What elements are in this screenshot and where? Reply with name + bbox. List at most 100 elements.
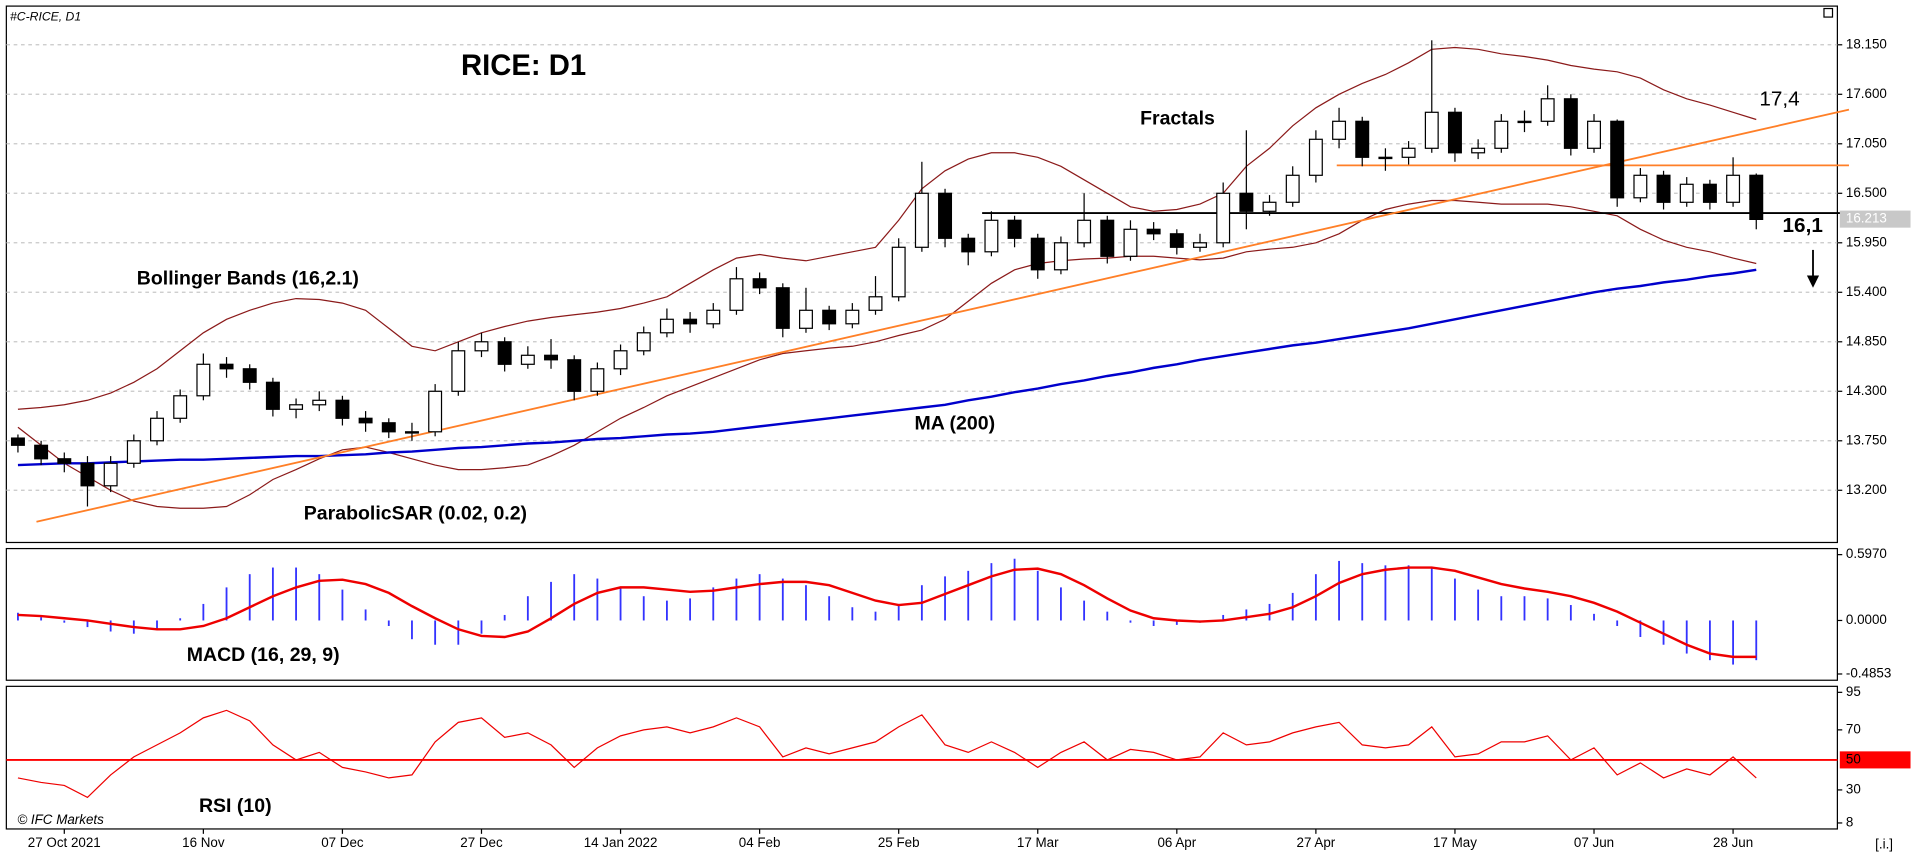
candle-body: [289, 404, 304, 410]
copyright: © IFC Markets: [17, 812, 104, 827]
y-tick-label: -0.4853: [1846, 666, 1891, 681]
candle-body: [1447, 111, 1462, 154]
y-tick-label: 16.500: [1846, 185, 1887, 200]
candle-body: [938, 192, 953, 239]
rsi-level-box: [1839, 751, 1911, 769]
candle-body: [312, 399, 327, 406]
panel-button[interactable]: [1823, 7, 1834, 18]
y-tick-label: 17.600: [1846, 86, 1887, 101]
candle-body: [1471, 147, 1486, 154]
candle-body: [173, 395, 188, 419]
y-tick-label: 8: [1846, 815, 1853, 830]
y-tick-label: 95: [1846, 684, 1861, 699]
candle-body: [103, 462, 118, 487]
candle-body: [914, 192, 929, 248]
x-tick-label: 07 Jun: [1574, 835, 1614, 850]
y-tick-label: 0.5970: [1846, 546, 1887, 561]
candle-body: [1749, 174, 1764, 220]
menu-button[interactable]: [.i.]: [1875, 836, 1893, 851]
candle-body: [1077, 219, 1092, 244]
rsi-line: [17, 709, 1757, 799]
candle-body: [1123, 228, 1138, 257]
down-arrow-head: [1806, 275, 1820, 288]
candle-body: [34, 444, 49, 460]
candle-body: [1146, 228, 1161, 235]
x-tick-label: 17 Mar: [1017, 835, 1059, 850]
candle-body: [1656, 174, 1671, 203]
candle-body: [1053, 242, 1068, 271]
rsi-level-label: 50: [1846, 751, 1861, 766]
candle-body: [1517, 120, 1532, 124]
target-high-label: 17,4: [1759, 87, 1799, 110]
y-tick-label: 15.950: [1846, 234, 1887, 249]
y-tick-label: 13.200: [1846, 482, 1887, 497]
chart-title: RICE: D1: [461, 50, 586, 82]
candle-body: [1587, 120, 1601, 149]
y-tick-label: 30: [1846, 781, 1861, 796]
macd-signal: [17, 566, 1757, 659]
candle-body: [150, 417, 164, 442]
last-price-box: [1839, 210, 1911, 228]
rsi-label: RSI (10): [199, 795, 272, 817]
y-tick-label: 70: [1846, 721, 1861, 736]
price-panel: [5, 5, 1838, 544]
bollinger-lower: [17, 199, 1757, 509]
candle-body: [984, 219, 999, 253]
candle-body: [567, 359, 582, 392]
candle-body: [798, 309, 813, 329]
candle-body: [636, 332, 651, 352]
candle-body: [752, 278, 767, 289]
candle-body: [544, 354, 559, 361]
candle-body: [520, 354, 535, 365]
candle-body: [961, 237, 976, 253]
bollinger-upper: [17, 46, 1757, 410]
candle-body: [57, 458, 72, 464]
candle-body: [242, 368, 257, 383]
y-tick-label: 14.850: [1846, 333, 1887, 348]
sar-label: ParabolicSAR (0.02, 0.2): [304, 503, 527, 525]
x-tick-label: 27 Dec: [460, 835, 503, 850]
candle-body: [219, 363, 234, 370]
trend-line: [36, 108, 1850, 523]
candle-body: [1239, 192, 1254, 212]
candle-body: [891, 246, 906, 298]
candle-body: [474, 341, 489, 352]
bollinger-label: Bollinger Bands (16,2.1): [137, 267, 359, 289]
candle-body: [497, 341, 512, 365]
candle-body: [196, 363, 211, 397]
x-tick-label: 07 Dec: [321, 835, 364, 850]
candle-body: [1726, 174, 1741, 203]
candle-body: [729, 278, 744, 311]
candle-body: [335, 399, 350, 419]
candle-body: [10, 437, 25, 446]
x-tick-label: 25 Feb: [878, 835, 920, 850]
y-tick-label: 17.050: [1846, 135, 1887, 150]
rsi-panel: [5, 685, 1838, 830]
ma-label: MA (200): [915, 412, 996, 434]
candle-body: [822, 309, 837, 325]
candle-body: [868, 296, 883, 311]
moving-average: [17, 268, 1757, 467]
candle-body: [1193, 242, 1207, 248]
y-tick-label: 0.0000: [1846, 612, 1887, 627]
candle-body: [1216, 192, 1231, 244]
candle-body: [1633, 174, 1648, 199]
candle-body: [659, 318, 674, 334]
candle-body: [428, 390, 443, 433]
x-tick-label: 27 Oct 2021: [28, 835, 101, 850]
candle-body: [706, 309, 721, 325]
candle-body: [1401, 147, 1416, 158]
y-tick-label: 15.400: [1846, 284, 1887, 299]
last-price-label: 16.213: [1846, 211, 1887, 226]
candle-body: [1007, 219, 1022, 239]
x-tick-label: 14 Jan 2022: [584, 835, 658, 850]
candle-body: [1679, 183, 1694, 203]
target-low-label: 16,1: [1783, 214, 1823, 237]
candle-body: [1424, 111, 1439, 149]
candle-body: [590, 368, 605, 392]
candle-body: [1563, 98, 1578, 149]
candle-body: [1494, 120, 1509, 149]
y-tick-label: 14.300: [1846, 383, 1887, 398]
